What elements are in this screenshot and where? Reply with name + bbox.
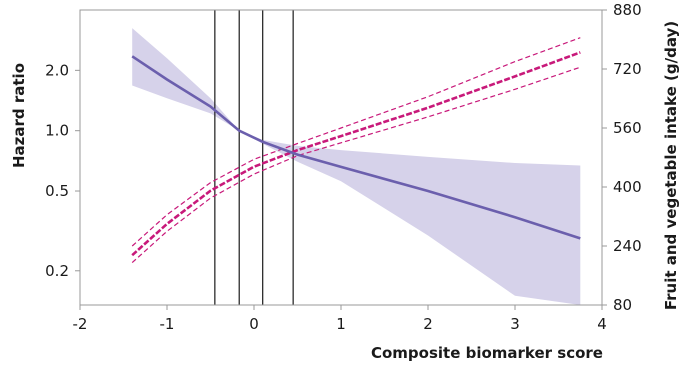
y2-tick-label: 240: [613, 237, 642, 255]
y-tick-label: 1.0: [45, 122, 69, 140]
y2-tick-label: 400: [613, 178, 642, 196]
series-lines: [131, 37, 581, 264]
y2-tick-label: 880: [613, 1, 642, 19]
intake-line: [131, 51, 581, 257]
x-tick-label: 0: [249, 315, 259, 333]
y2-tick-label: 720: [613, 60, 642, 78]
y-tick-label: 2.0: [45, 61, 69, 79]
y2-axis-title: Fruit and vegetable intake (g/day): [662, 21, 680, 310]
y-axis-title: Hazard ratio: [10, 63, 28, 168]
y-tick-label: 0.2: [45, 262, 69, 280]
x-tick-label: 4: [597, 315, 607, 333]
x-tick-label: 1: [336, 315, 346, 333]
hazard-ratio-line: [131, 55, 581, 240]
axis-ticks: -2 -1 0 1 2 3 4 0.2 0.5 1.0 2.0 80 240 400 560 720 880: [45, 1, 642, 333]
x-tick-label: 2: [423, 315, 433, 333]
x-tick-label: 3: [510, 315, 520, 333]
y2-tick-label: 80: [613, 296, 632, 314]
hazard-ratio-ci-band: [132, 28, 581, 305]
x-tick-label: -1: [160, 315, 175, 333]
x-tick-label: -2: [73, 315, 88, 333]
x-axis-title: Composite biomarker score: [371, 344, 603, 362]
y-tick-label: 0.5: [45, 182, 69, 200]
confidence-bands: [132, 28, 581, 305]
y2-tick-label: 560: [613, 119, 642, 137]
intake-upper-ci-line: [131, 37, 581, 247]
intake-lower-ci-line: [131, 66, 581, 264]
